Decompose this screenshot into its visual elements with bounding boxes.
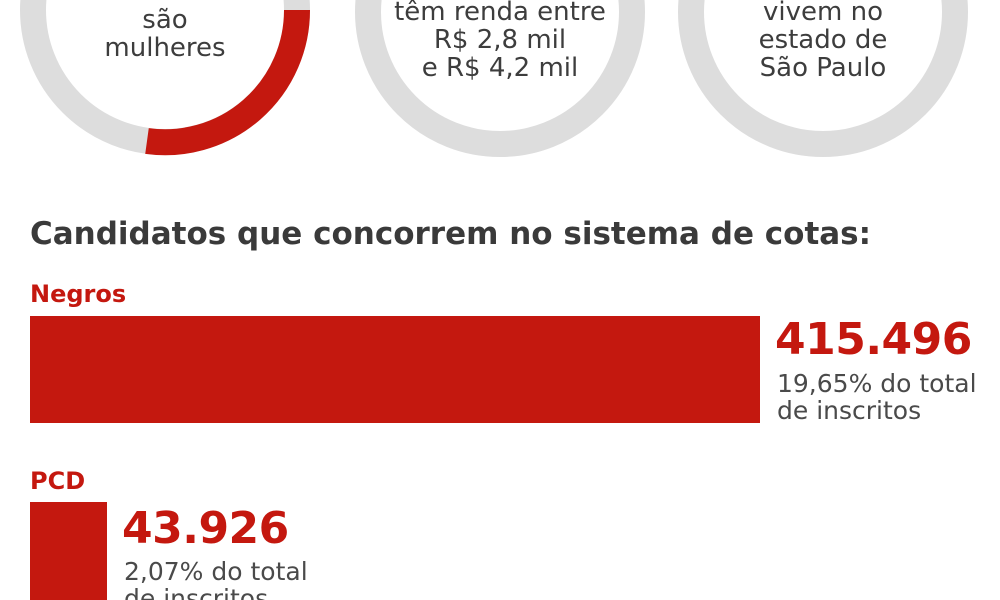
donut-track bbox=[355, 0, 645, 157]
percent-suffix-line: de inscritos bbox=[777, 396, 922, 425]
chart-title: Candidatos que concorrem no sistema de c… bbox=[30, 216, 872, 252]
donut-income bbox=[355, 0, 645, 157]
donut-label-line: São Paulo bbox=[759, 53, 887, 83]
category-label-negros: Negros bbox=[30, 280, 127, 308]
donut-arc-women bbox=[145, 9, 311, 156]
percent-line: 19,65% do total bbox=[777, 369, 977, 398]
bar-negros bbox=[30, 316, 760, 423]
donut-track bbox=[678, 0, 968, 157]
donut-label-line: são bbox=[142, 5, 188, 35]
value-label-pcd: 43.926 bbox=[122, 503, 289, 554]
percent-label-pcd: 2,07% do total de inscritos bbox=[124, 558, 308, 600]
percent-line: 2,07% do total bbox=[124, 557, 308, 586]
donut-label-line: mulheres bbox=[104, 33, 226, 63]
donut-label-line: têm renda entre bbox=[394, 0, 606, 27]
category-label-pcd: PCD bbox=[30, 467, 86, 495]
percent-label-negros: 19,65% do total de inscritos bbox=[777, 370, 977, 424]
percent-suffix-line: de inscritos bbox=[124, 584, 269, 600]
donut-label-line: e R$ 4,2 mil bbox=[421, 53, 579, 83]
donut-label-line: estado de bbox=[758, 25, 888, 55]
donut-label-sao-paulo: vivem no estado de São Paulo bbox=[759, 0, 888, 82]
value-label-negros: 415.496 bbox=[775, 314, 972, 365]
donut-sao-paulo bbox=[678, 0, 968, 157]
donut-label-line: R$ 2,8 mil bbox=[433, 25, 567, 55]
donut-women bbox=[20, 0, 311, 156]
donut-label-women: são mulheres bbox=[104, 6, 225, 62]
bar-pcd bbox=[30, 502, 107, 600]
donut-label-line: vivem no bbox=[763, 0, 883, 27]
donut-label-income: têm renda entre R$ 2,8 mil e R$ 4,2 mil bbox=[394, 0, 606, 82]
